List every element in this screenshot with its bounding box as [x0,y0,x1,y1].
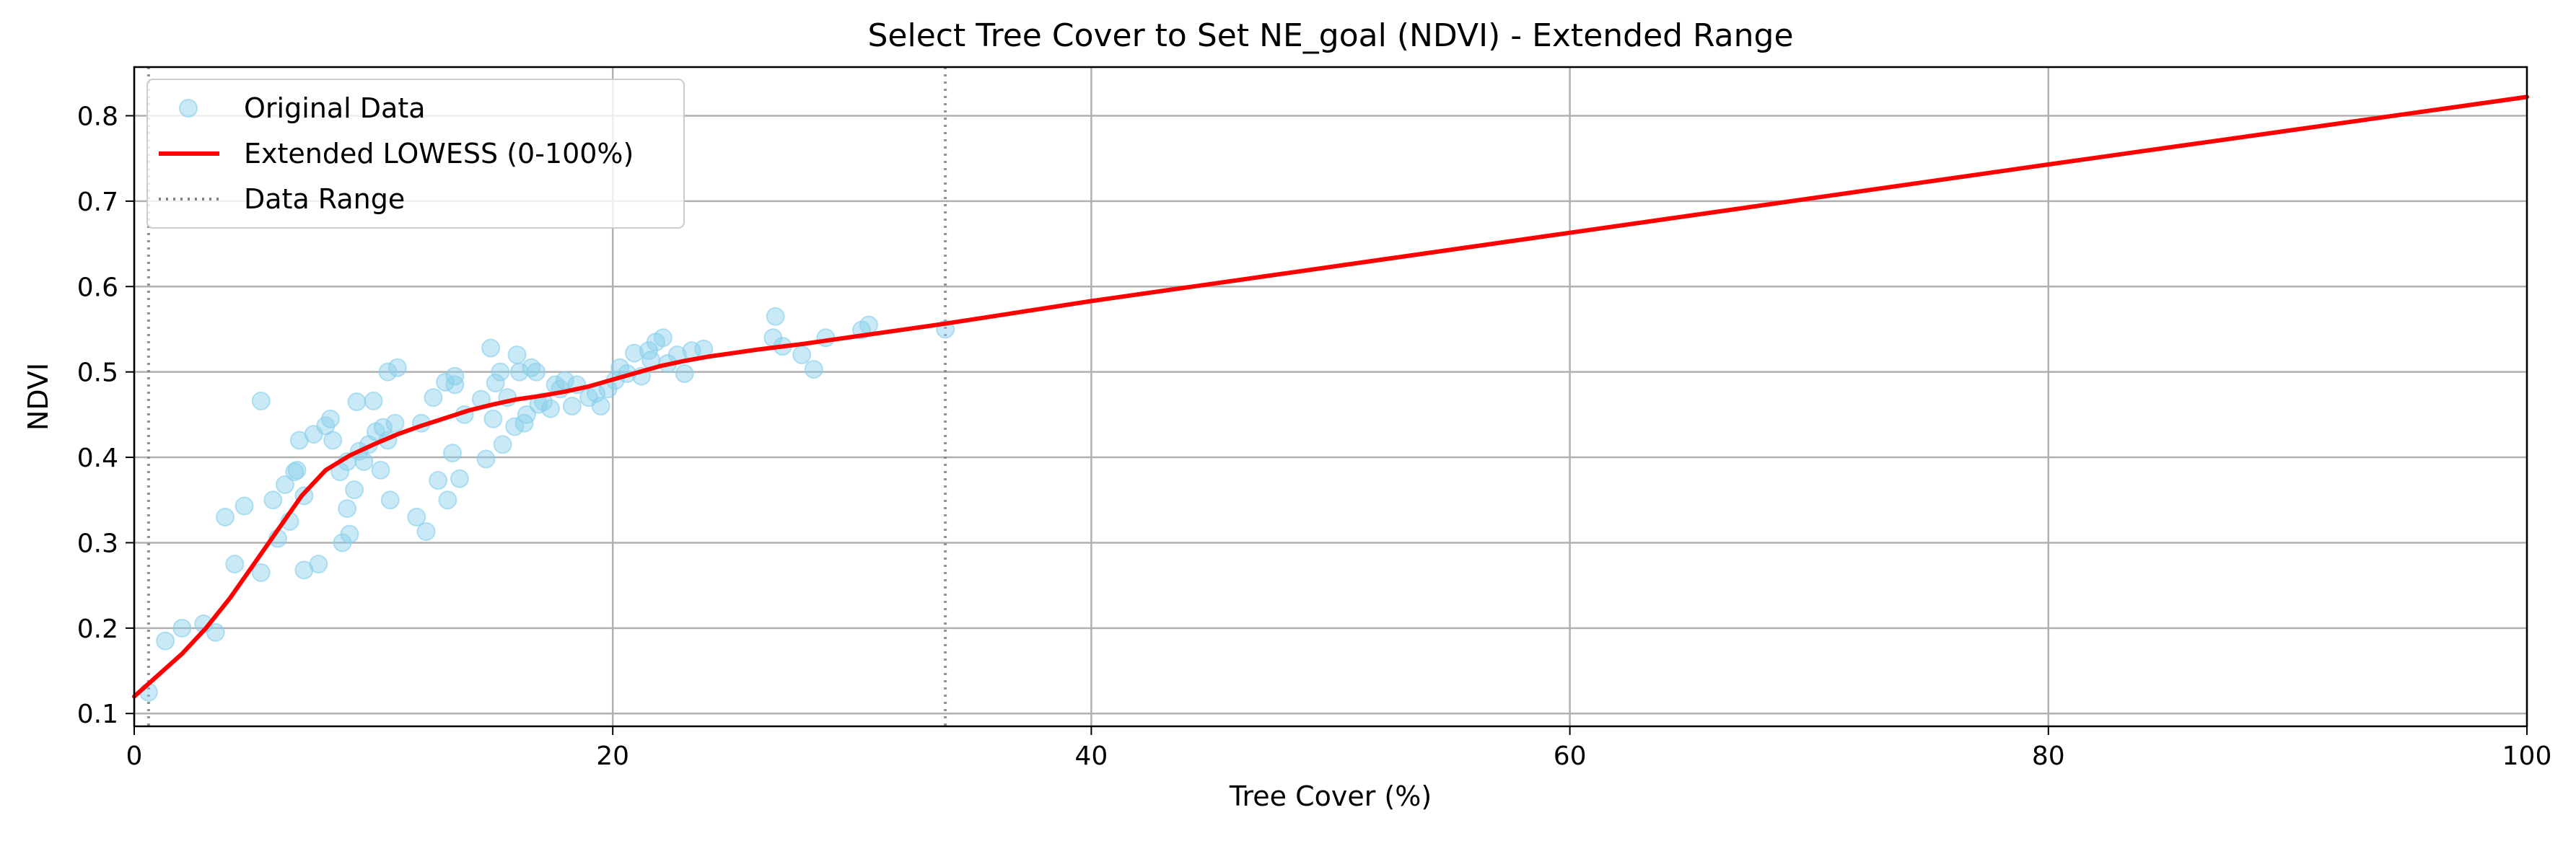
data-point [517,405,536,424]
data-point [407,507,426,527]
data-point [225,555,245,574]
data-point [675,364,694,384]
y-tick-label: 0.1 [77,700,118,729]
data-point [562,397,582,416]
x-tick-label: 0 [126,741,143,771]
data-point [438,490,457,510]
data-point [653,328,673,348]
data-point [309,555,328,574]
plot-frame [133,66,2528,728]
data-point [387,358,407,377]
legend-label-lowess: Extended LOWESS (0-100%) [244,138,634,169]
lowess-series [132,94,2529,699]
y-axis-label: NDVI [22,363,54,431]
data-point [340,524,359,544]
data-point [486,374,505,393]
data-point [345,480,364,500]
y-tick-label: 0.2 [77,615,118,644]
data-point [429,471,448,490]
data-point [206,622,225,642]
data-point [263,490,283,510]
x-axis-label: Tree Cover (%) [1229,780,1432,812]
x-tick-label: 80 [2032,741,2065,771]
data-point [527,362,546,382]
x-tick-label: 20 [596,741,629,771]
data-point [424,388,443,408]
y-tick-label: 0.7 [77,188,118,217]
data-point [385,413,405,433]
data-point [591,397,610,416]
data-point [371,460,390,480]
data-point [354,452,374,471]
data-point [172,618,192,638]
grid [133,67,2528,726]
data-point [287,460,307,480]
data-point [216,507,235,527]
x-tick-label: 60 [1554,741,1587,771]
data-point [766,307,785,326]
data-point [445,375,465,395]
legend-box [146,79,685,229]
data-point [443,444,463,463]
data-point [859,315,879,335]
data-point [338,499,357,519]
data-point [625,343,644,363]
chart-title: Select Tree Cover to Set NE_goal (NDVI) … [867,17,1793,54]
data-point [347,392,367,412]
data-point [156,631,175,651]
data-point [251,563,271,582]
y-tick-label: 0.5 [77,358,118,388]
data-point [481,338,501,358]
data-point [555,371,574,390]
x-tick-label: 40 [1074,741,1108,771]
data-point [275,475,294,494]
data-point [320,409,340,428]
data-point [380,490,400,510]
data-point [364,391,383,410]
x-tick-label: 100 [2502,741,2552,771]
data-point [323,431,343,450]
y-tick-label: 0.4 [77,444,118,473]
y-tick-label: 0.8 [77,102,118,131]
data-point [540,399,560,418]
scatter-series [139,307,955,702]
data-point [251,391,271,410]
data-point [235,496,254,516]
data-point [804,360,823,379]
legend-label-data-range: Data Range [244,183,405,215]
data-point [476,449,496,469]
y-tick-label: 0.3 [77,529,118,558]
legend-marker-original-data [179,99,198,118]
data-point [493,435,512,454]
y-tick-label: 0.6 [77,273,118,302]
legend-label-original-data: Original Data [244,92,426,124]
data-point [378,362,398,382]
legend: Original Data Extended LOWESS (0-100%) D… [146,79,685,229]
data-point [450,469,469,488]
data-point [792,345,812,364]
data-point [491,362,510,382]
data-point [416,522,436,542]
axis-ticks: 0 20 40 60 80 100 0.1 0.2 0.3 0.4 0.5 0.6 0.7 0.8 [77,102,2552,771]
lowess-line [132,94,2529,699]
data-point [507,345,527,364]
data-point [483,409,503,428]
